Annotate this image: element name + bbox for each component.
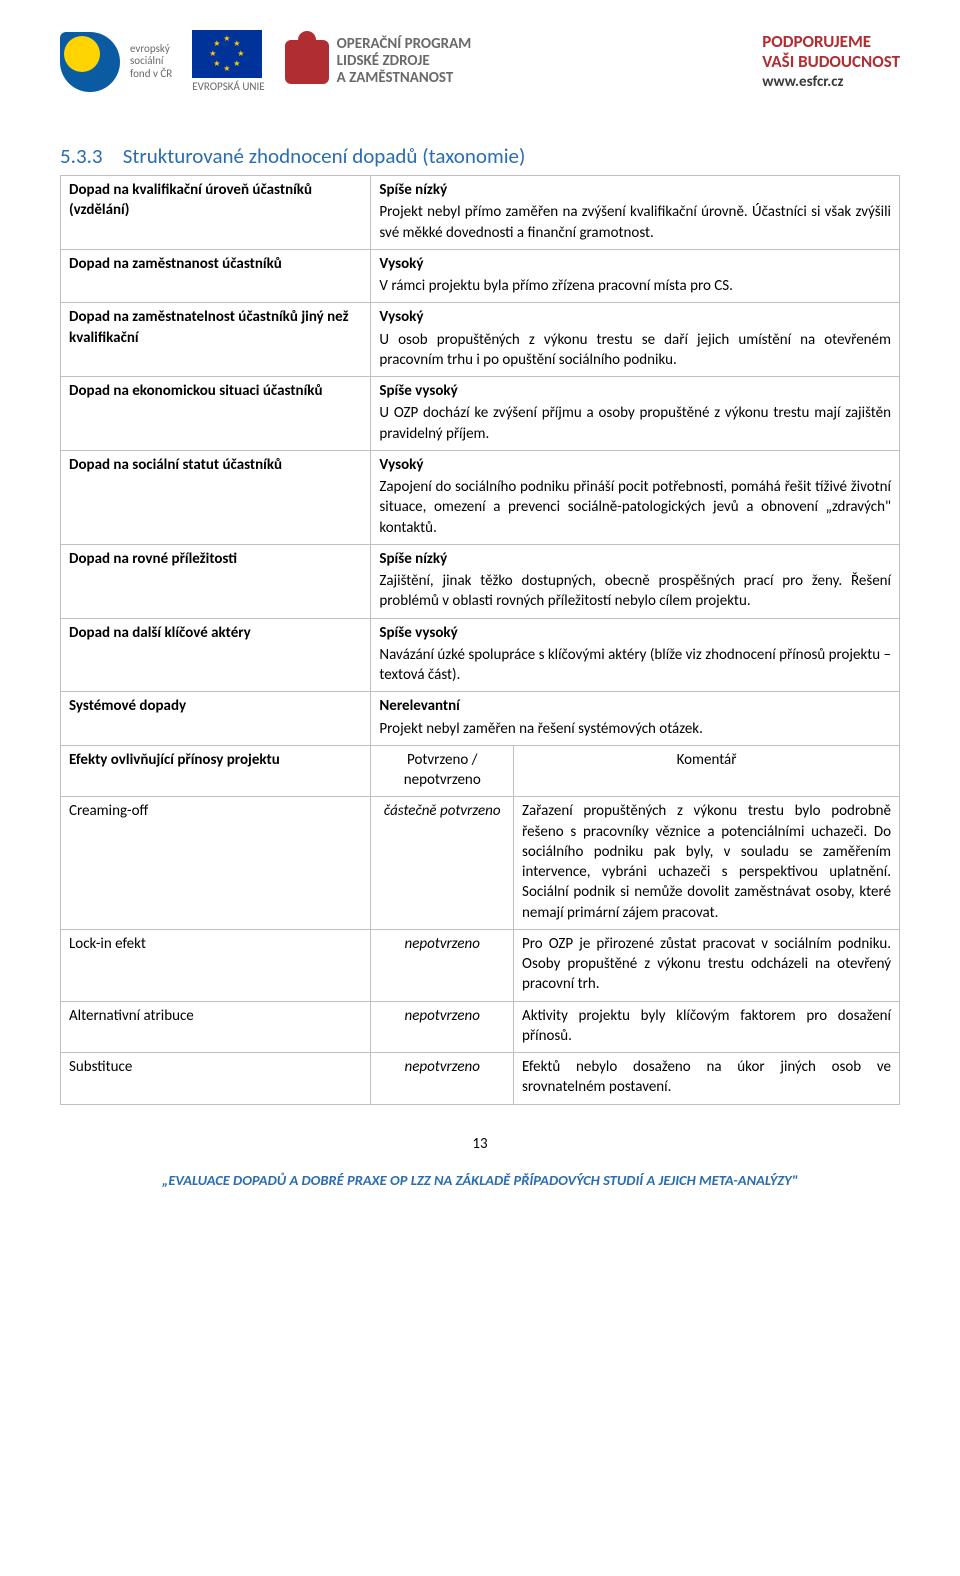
table-row: Dopad na další klíčové aktérySpíše vysok… <box>61 618 900 692</box>
table-row: SubstitucenepotvrzenoEfektů nebylo dosaž… <box>61 1053 900 1105</box>
table-row: Alternativní atribucenepotvrzenoAktivity… <box>61 1001 900 1053</box>
document-page: evropský sociální fond v ČR ★ ★ ★ ★ ★ ★ … <box>0 0 960 1576</box>
header-logos: evropský sociální fond v ČR ★ ★ ★ ★ ★ ★ … <box>60 30 900 123</box>
table-row: Creaming-offčástečně potvrzenoZařazení p… <box>61 797 900 930</box>
oplzz-line3: A ZAMĚSTNANOST <box>337 70 472 87</box>
impact-value: Nerelevantní Projekt nebyl zaměřen na řeš… <box>371 692 900 746</box>
footer-title: „EVALUACE DOPADŮ A DOBRÉ PRAXE OP LZZ NA… <box>60 1171 900 1189</box>
effects-header-status: Potvrzeno / nepotvrzeno <box>371 745 514 797</box>
impact-label: Dopad na sociální statut účastníků <box>61 450 371 544</box>
support-url: www.esfcr.cz <box>762 73 900 91</box>
table-row: Dopad na zaměstnanost účastníkůVysokýV r… <box>61 249 900 303</box>
esf-logo-text: evropský sociální fond v ČR <box>130 43 172 79</box>
impact-label: Systémové dopady <box>61 692 371 746</box>
effect-label: Lock-in efekt <box>61 929 371 1001</box>
section-heading: 5.3.3 Strukturované zhodnocení dopadů (t… <box>60 143 900 169</box>
esf-logo-icon <box>60 32 120 92</box>
support-line1: PODPORUJEME <box>762 32 900 52</box>
impact-desc: V rámci projektu byla přímo zřízena prac… <box>379 276 891 296</box>
effect-comment: Pro OZP je přirozené zůstat pracovat v s… <box>514 929 900 1001</box>
effect-status: nepotvrzeno <box>371 1053 514 1105</box>
oplzz-text: OPERAČNÍ PROGRAM LIDSKÉ ZDROJE A ZAMĚSTN… <box>337 36 472 88</box>
oplzz-line2: LIDSKÉ ZDROJE <box>337 53 472 70</box>
impact-label: Dopad na kvalifikační úroveň účastníků (… <box>61 176 371 250</box>
impact-table: Dopad na kvalifikační úroveň účastníků (… <box>60 175 900 746</box>
table-row: Dopad na rovné příležitostiSpíše nízkýZa… <box>61 544 900 618</box>
effects-table: Efekty ovlivňující přínosy projektu Potv… <box>60 745 900 1105</box>
impact-value: Spíše vysokýNavázání úzké spolupráce s k… <box>371 618 900 692</box>
effect-comment: Aktivity projektu byly klíčovým faktorem… <box>514 1001 900 1053</box>
effect-status: nepotvrzeno <box>371 929 514 1001</box>
impact-value: Spíše nízkýZajištění, jinak těžko dostup… <box>371 544 900 618</box>
impact-value: Spíše vysokýU OZP dochází ke zvýšení pří… <box>371 377 900 451</box>
esf-logo-block: evropský sociální fond v ČR <box>60 32 172 92</box>
impact-level: Spíše vysoký <box>379 381 891 401</box>
impact-level: Vysoký <box>379 254 891 274</box>
impact-level: Vysoký <box>379 455 891 475</box>
support-line2: VAŠI BUDOUCNOST <box>762 52 900 72</box>
oplzz-logo-block: OPERAČNÍ PROGRAM LIDSKÉ ZDROJE A ZAMĚSTN… <box>285 36 472 88</box>
impact-desc: Projekt nebyl přímo zaměřen na zvýšení k… <box>379 202 891 243</box>
impact-desc: U OZP dochází ke zvýšení příjmu a osoby … <box>379 403 891 444</box>
section-title: Strukturované zhodnocení dopadů (taxonom… <box>123 143 526 169</box>
effects-header-comment: Komentář <box>514 745 900 797</box>
eu-stars-icon: ★ ★ ★ ★ ★ ★ ★ ★ <box>210 37 244 71</box>
oplzz-line1: OPERAČNÍ PROGRAM <box>337 36 472 53</box>
impact-level: Spíše nízký <box>379 180 891 200</box>
effect-comment: Efektů nebylo dosaženo na úkor jiných os… <box>514 1053 900 1105</box>
effect-label: Creaming-off <box>61 797 371 930</box>
eu-flag-icon: ★ ★ ★ ★ ★ ★ ★ ★ <box>192 30 262 78</box>
impact-level: Spíše vysoký <box>379 623 891 643</box>
effect-status: nepotvrzeno <box>371 1001 514 1053</box>
support-block: PODPORUJEME VAŠI BUDOUCNOST www.esfcr.cz <box>762 32 900 91</box>
impact-level: Nerelevantní <box>379 696 891 716</box>
effect-label: Alternativní atribuce <box>61 1001 371 1053</box>
impact-label: Dopad na rovné příležitosti <box>61 544 371 618</box>
eu-label: EVROPSKÁ UNIE <box>192 80 264 93</box>
table-row: Dopad na zaměstnatelnost účastníků jiný … <box>61 303 900 377</box>
puzzle-icon <box>285 40 329 84</box>
table-row: Lock-in efektnepotvrzenoPro OZP je přiro… <box>61 929 900 1001</box>
table-row: Dopad na ekonomickou situaci účastníkůSp… <box>61 377 900 451</box>
impact-label: Dopad na další klíčové aktéry <box>61 618 371 692</box>
eu-flag-block: ★ ★ ★ ★ ★ ★ ★ ★ EVROPSKÁ UNIE <box>192 30 264 93</box>
effect-comment: Zařazení propuštěných z výkonu trestu by… <box>514 797 900 930</box>
impact-desc: Navázání úzké spolupráce s klíčovými akt… <box>379 645 891 686</box>
impact-level: Vysoký <box>379 307 891 327</box>
impact-level: Spíše nízký <box>379 549 891 569</box>
impact-value: VysokýZapojení do sociálního podniku při… <box>371 450 900 544</box>
section-number: 5.3.3 <box>60 143 118 169</box>
impact-value: Vysoký U osob propuštěných z výkonu trest… <box>371 303 900 377</box>
impact-label: Dopad na zaměstnanost účastníků <box>61 249 371 303</box>
table-row: Systémové dopady Nerelevantní Projekt neby… <box>61 692 900 746</box>
impact-label: Dopad na zaměstnatelnost účastníků jiný … <box>61 303 371 377</box>
table-row: Dopad na kvalifikační úroveň účastníků (… <box>61 176 900 250</box>
impact-desc: Zajištění, jinak těžko dostupných, obecn… <box>379 571 891 612</box>
effects-header-row: Efekty ovlivňující přínosy projektu Potv… <box>61 745 900 797</box>
impact-desc: Projekt nebyl zaměřen na řešení systémov… <box>379 719 891 739</box>
effects-header-label: Efekty ovlivňující přínosy projektu <box>61 745 371 797</box>
impact-label: Dopad na ekonomickou situaci účastníků <box>61 377 371 451</box>
impact-value: Spíše nízkýProjekt nebyl přímo zaměřen n… <box>371 176 900 250</box>
impact-desc: U osob propuštěných z výkonu trestu se d… <box>379 330 891 371</box>
esf-label-3: fond v ČR <box>130 68 172 80</box>
page-number: 13 <box>60 1135 900 1153</box>
table-row: Dopad na sociální statut účastníkůVysoký… <box>61 450 900 544</box>
impact-value: VysokýV rámci projektu byla přímo zřízen… <box>371 249 900 303</box>
esf-label-2: sociální <box>130 55 172 67</box>
effect-label: Substituce <box>61 1053 371 1105</box>
effect-status: částečně potvrzeno <box>371 797 514 930</box>
impact-desc: Zapojení do sociálního podniku přináší p… <box>379 477 891 538</box>
